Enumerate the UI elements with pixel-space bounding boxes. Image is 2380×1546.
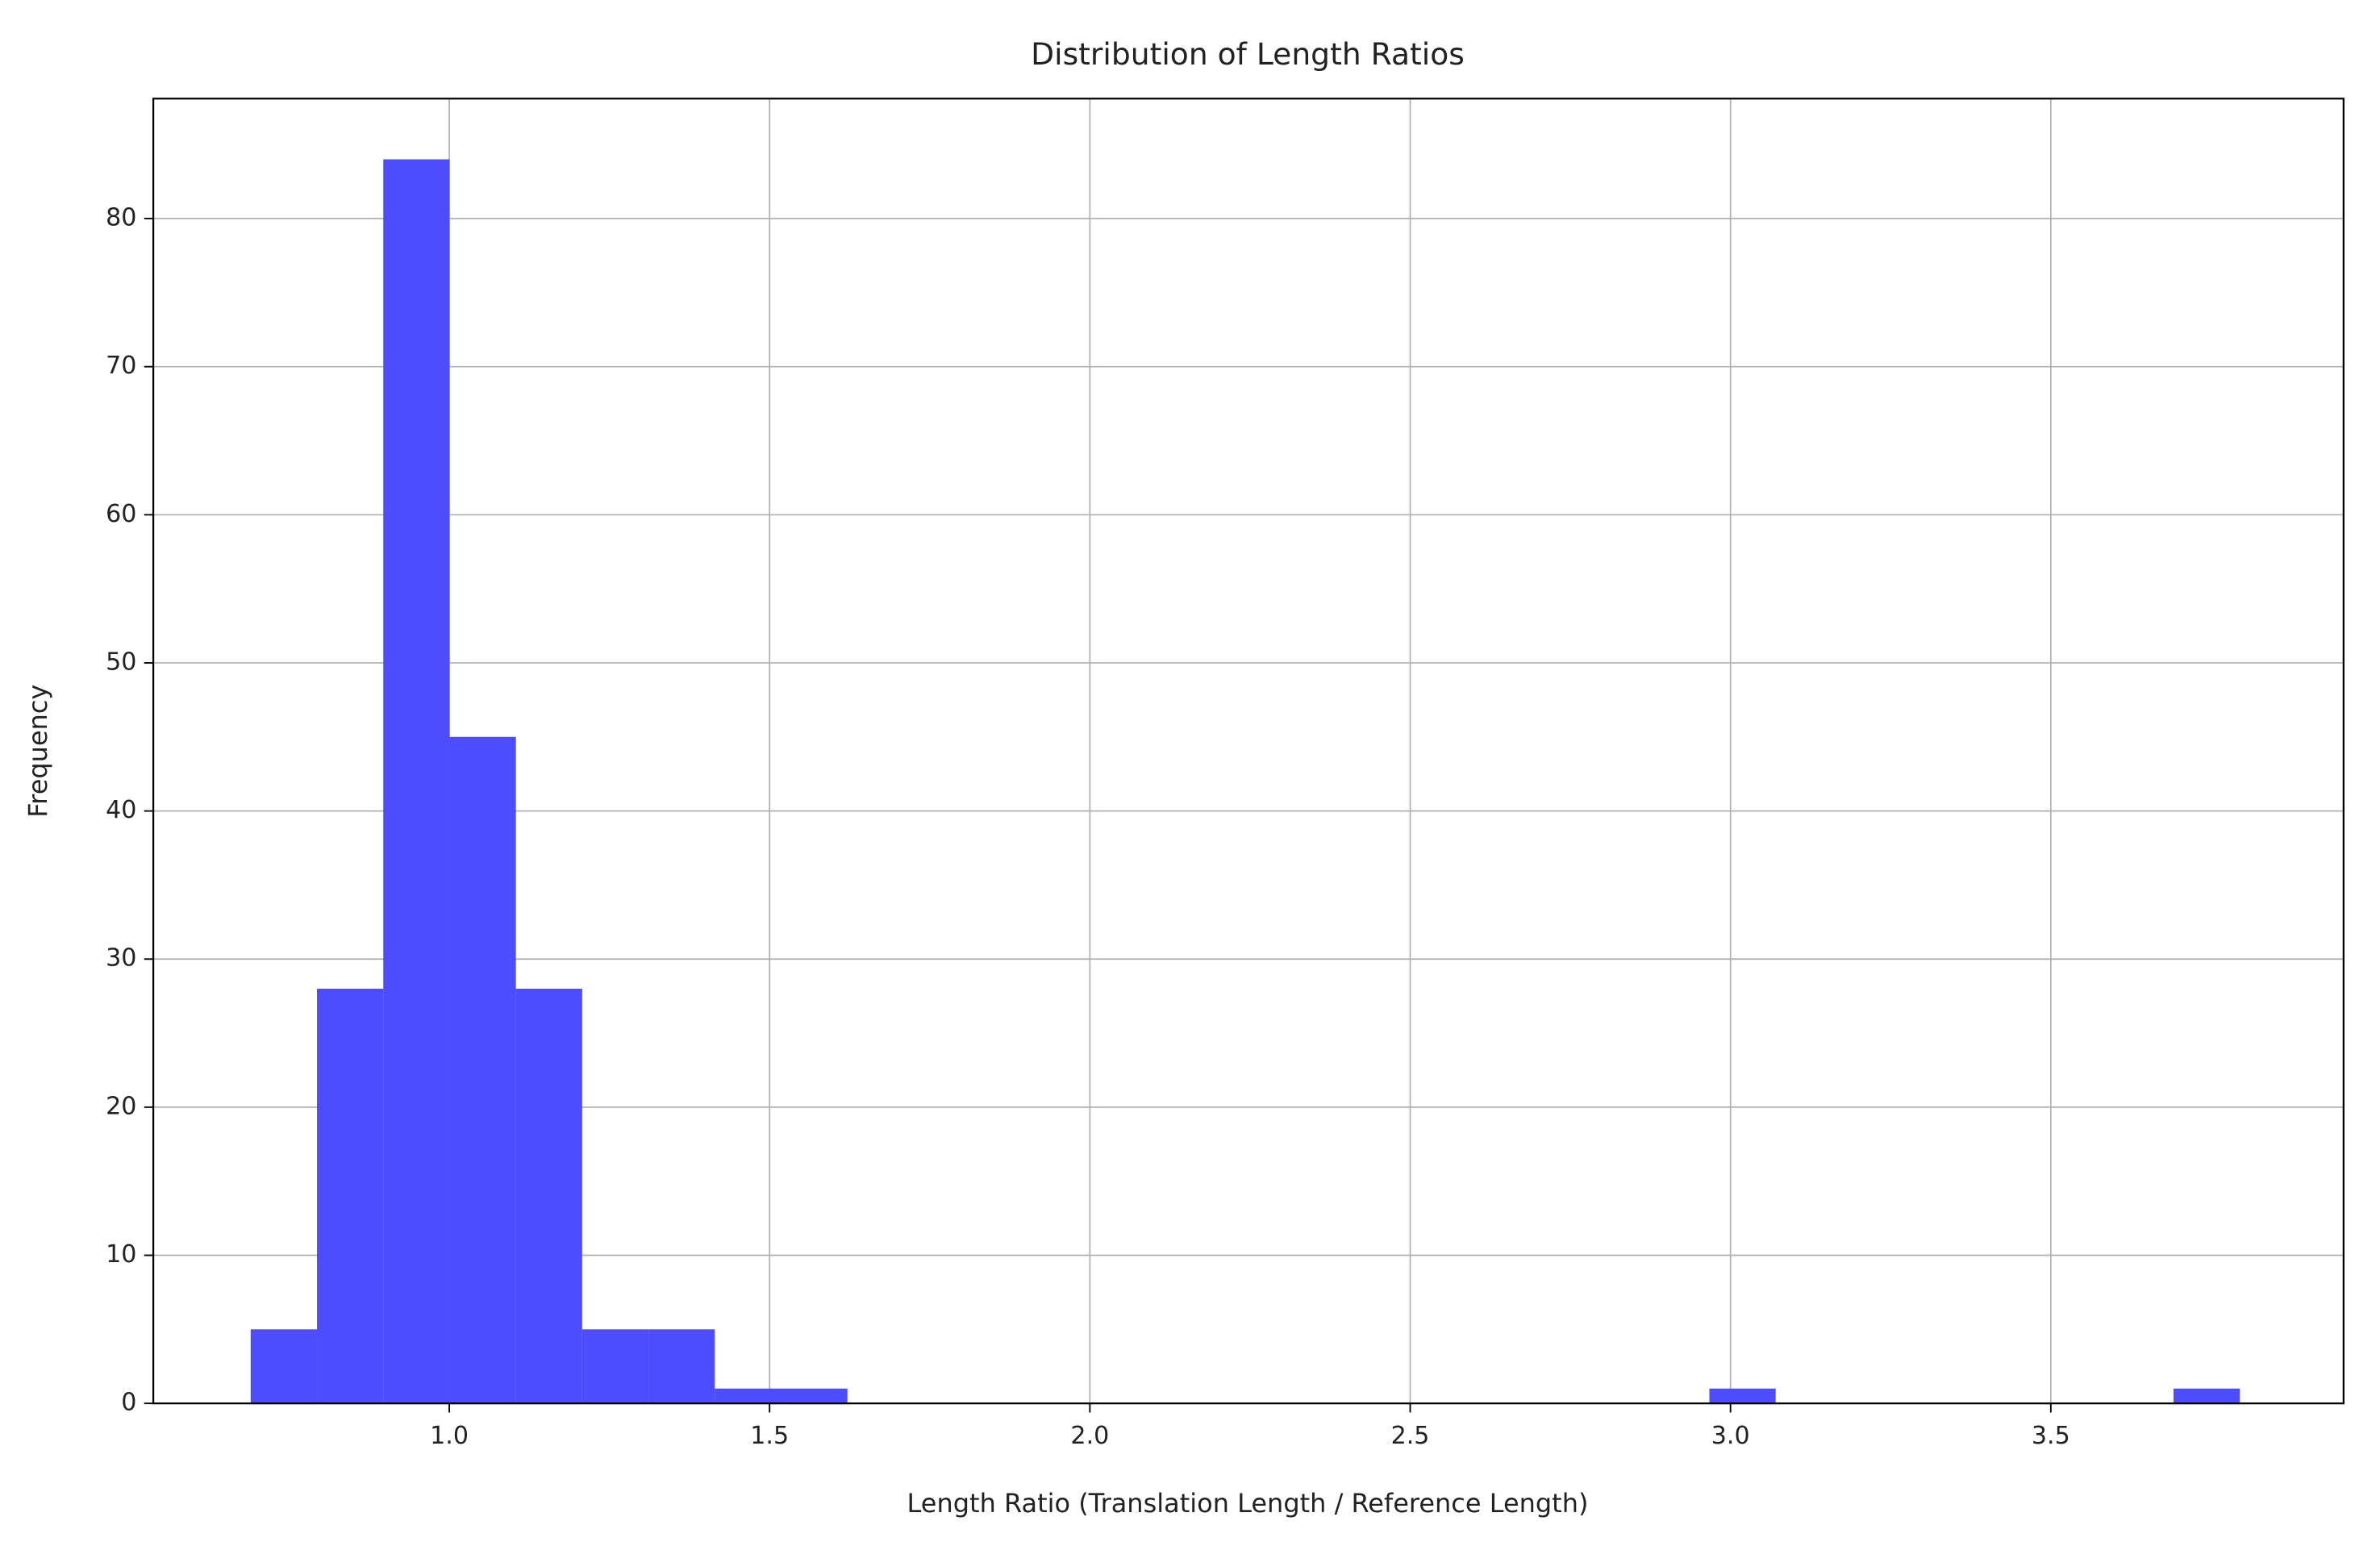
y-tick-label: 10 (106, 1240, 136, 1269)
x-tick-label: 3.5 (2032, 1422, 2070, 1450)
y-tick-label: 70 (106, 352, 136, 380)
y-tick-label: 60 (106, 500, 136, 528)
bar (1709, 1388, 1776, 1404)
x-tick-label: 1.5 (750, 1422, 789, 1450)
y-tick-label: 80 (106, 204, 136, 232)
bar (2173, 1388, 2240, 1404)
y-axis-label: Frequency (23, 685, 53, 818)
x-tick-label: 2.5 (1391, 1422, 1430, 1450)
bar (317, 988, 384, 1404)
y-tick-label: 30 (106, 944, 136, 973)
y-tick-label: 0 (121, 1389, 136, 1417)
bar (648, 1329, 715, 1404)
bar (581, 1329, 649, 1404)
bar (383, 159, 450, 1404)
y-tick-label: 40 (106, 796, 136, 824)
x-tick-label: 1.0 (430, 1422, 469, 1450)
plot-frame (152, 98, 2345, 1405)
bar (781, 1388, 848, 1404)
bar (715, 1388, 782, 1404)
x-tick-label: 2.0 (1070, 1422, 1109, 1450)
y-tick-label: 50 (106, 648, 136, 676)
x-tick-label: 3.0 (1711, 1422, 1750, 1450)
chart-title: Distribution of Length Ratios (1031, 36, 1465, 72)
x-axis-label: Length Ratio (Translation Length / Refer… (907, 1488, 1589, 1519)
bar (515, 988, 582, 1404)
bar (250, 1329, 318, 1404)
y-tick-label: 20 (106, 1092, 136, 1120)
bar (449, 736, 516, 1404)
